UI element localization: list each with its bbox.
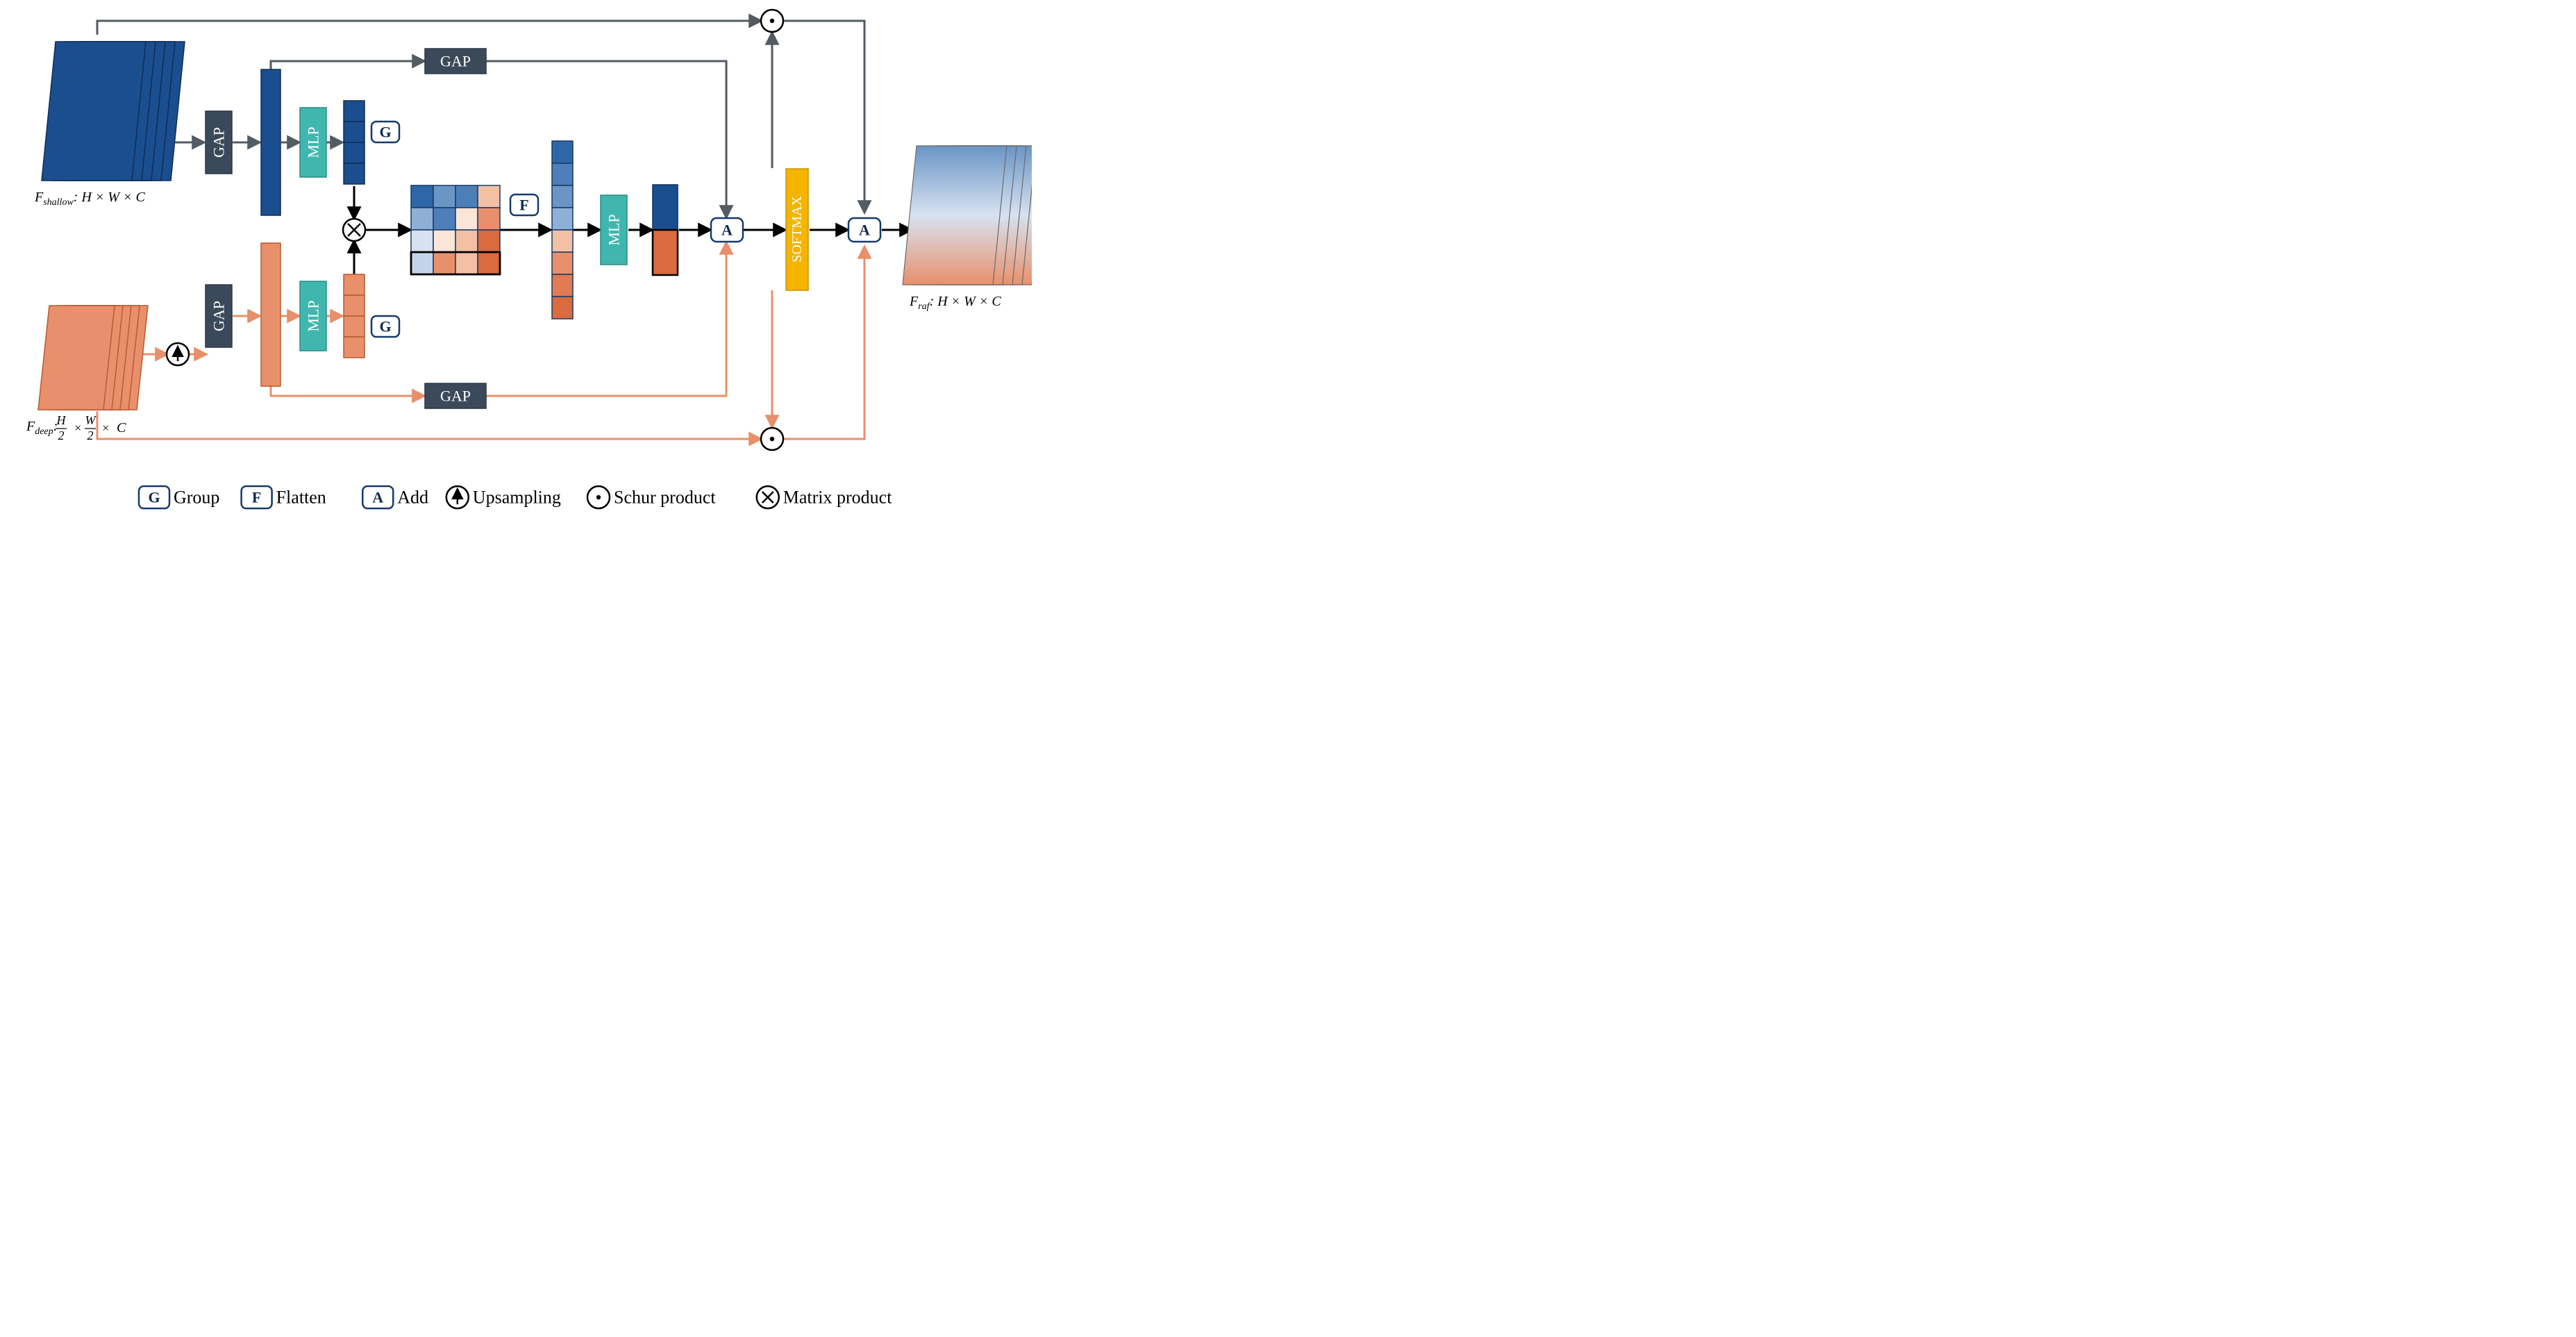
edge-gapbot-Aleft <box>486 243 726 396</box>
mlp-block-center: MLP <box>601 195 627 265</box>
split-vector <box>653 185 678 275</box>
svg-text:GAP: GAP <box>440 388 471 405</box>
svg-text:GAP: GAP <box>210 127 228 158</box>
svg-text:×: × <box>74 421 82 435</box>
gap-block-shallow: GAP <box>206 111 232 174</box>
f-deep-label: Fdeep: <box>26 419 58 437</box>
g-label-shallow: G <box>371 122 399 142</box>
svg-text:SOFTMAX: SOFTMAX <box>789 196 805 263</box>
add-right-op: A <box>848 218 880 242</box>
svg-text:MLP: MLP <box>605 214 623 245</box>
svg-text:Group: Group <box>174 488 219 508</box>
feature-stack-output <box>903 146 1032 285</box>
legend-item-upsampling: Upsampling <box>446 486 561 508</box>
svg-text:Flatten: Flatten <box>276 488 326 508</box>
svg-text:×: × <box>101 421 110 435</box>
edge-orvec-gapbot <box>271 386 424 396</box>
f-shallow-label: Fshallow: H × W × C <box>34 190 146 208</box>
blue-tall-vec <box>261 69 281 215</box>
svg-text:2: 2 <box>58 429 65 442</box>
svg-text:MLP: MLP <box>305 126 322 158</box>
edge-bluevec-gaptop <box>271 61 424 69</box>
similarity-matrix <box>411 185 500 274</box>
svg-text:G: G <box>379 124 391 141</box>
legend-item-add: A Add <box>362 486 428 508</box>
grouped-blue <box>344 101 365 184</box>
legend-item-group: G Group <box>139 486 219 508</box>
edge-shallow-skip <box>97 21 760 35</box>
f-label: F <box>510 194 538 215</box>
orange-tall-vec <box>261 243 281 386</box>
svg-text:F: F <box>252 489 261 506</box>
gap-block-top: GAP <box>425 49 486 74</box>
g-label-deep: G <box>371 316 399 337</box>
svg-text:A: A <box>372 489 383 506</box>
svg-text:A: A <box>721 222 733 239</box>
svg-text:A: A <box>859 222 870 239</box>
gap-block-bottom: GAP <box>425 383 486 408</box>
legend-item-matrix-product: Matrix product <box>757 486 892 508</box>
legend: G Group F Flatten A Add Upsampling Schur produc… <box>139 486 892 508</box>
svg-text:Schur product: Schur product <box>614 488 716 508</box>
feature-stack-deep: Fdeep: H 2 × W 2 × C <box>26 306 148 442</box>
mlp-block-deep: MLP <box>300 281 326 351</box>
svg-text:Add: Add <box>397 488 428 508</box>
svg-text:G: G <box>379 318 391 335</box>
edge-gaptop-Aleft <box>486 61 726 217</box>
mlp-block-shallow: MLP <box>300 108 326 177</box>
feature-stack-shallow: Fshallow: H × W × C <box>34 42 185 208</box>
svg-text:F: F <box>519 197 528 214</box>
svg-text:C: C <box>117 420 126 435</box>
svg-text:GAP: GAP <box>440 53 471 70</box>
grouped-orange <box>344 274 365 358</box>
svg-text:GAP: GAP <box>210 301 228 331</box>
svg-text:Upsampling: Upsampling <box>473 488 561 508</box>
svg-text:G: G <box>148 489 160 506</box>
edge-deep-skip <box>97 411 760 439</box>
svg-text:H: H <box>56 413 67 427</box>
legend-item-schur-product: Schur product <box>587 486 716 508</box>
svg-text:MLP: MLP <box>305 300 322 331</box>
legend-item-flatten: F Flatten <box>242 486 326 508</box>
svg-text:W: W <box>85 413 97 427</box>
svg-text:Matrix product: Matrix product <box>783 488 892 508</box>
schur-product-top <box>761 10 783 32</box>
softmax-block: SOFTMAX <box>786 169 808 290</box>
matrix-product-op <box>343 219 365 241</box>
gap-block-deep: GAP <box>206 285 232 347</box>
add-left-op: A <box>711 218 743 242</box>
flattened-vector <box>552 141 573 319</box>
architecture-diagram: Fshallow: H × W × C Fdeep: H 2 × W 2 × C <box>0 0 1032 535</box>
schur-product-bottom <box>761 428 783 450</box>
f-raf-label: Fraf: H × W × C <box>909 294 1001 312</box>
svg-text:2: 2 <box>87 429 94 442</box>
upsample-op <box>167 343 189 365</box>
